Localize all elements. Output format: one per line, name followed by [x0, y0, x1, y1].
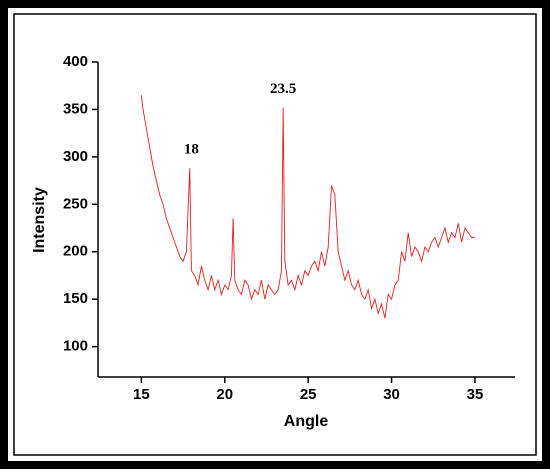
- y-tick-label: 300: [63, 148, 88, 165]
- y-tick-label: 350: [63, 100, 88, 117]
- data-line: [140, 95, 475, 319]
- x-tick-label: 15: [133, 386, 150, 403]
- y-tick-label: 200: [63, 243, 88, 260]
- y-axis-title: Intensity: [31, 187, 48, 253]
- y-tick-label: 100: [63, 338, 88, 355]
- y-tick-label: 400: [63, 53, 88, 70]
- x-tick-label: 30: [383, 386, 400, 403]
- x-tick-label: 20: [216, 386, 233, 403]
- annotation: 18: [184, 142, 199, 158]
- inner-frame: [13, 13, 537, 456]
- y-tick-label: 150: [63, 290, 88, 307]
- x-tick-label: 35: [467, 386, 484, 403]
- x-tick-label: 25: [300, 386, 317, 403]
- y-tick-label: 250: [63, 195, 88, 212]
- annotation: 23.5: [270, 81, 296, 97]
- x-axis-title: Angle: [284, 413, 329, 430]
